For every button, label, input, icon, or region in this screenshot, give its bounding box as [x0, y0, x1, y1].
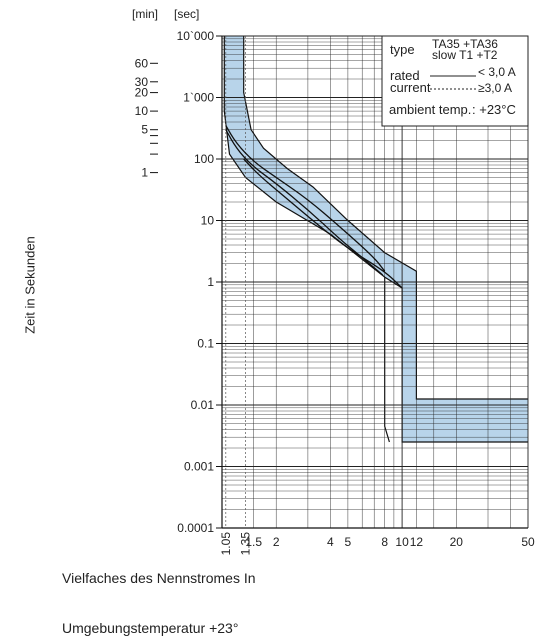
y-tick-label-sec: 0.0001	[177, 521, 214, 535]
y-tick-label-sec: 0.001	[184, 460, 214, 474]
y-tick-label-min: 5	[141, 123, 148, 137]
x-tick-label: 8	[381, 535, 388, 549]
x-tick-label: 2	[273, 535, 280, 549]
legend-ambient-label: ambient temp.	[389, 102, 471, 117]
x-axis: 1.05 1.351.5 2 4 5 8 10 12 20 50	[219, 532, 535, 556]
y-tick-label-min: 60	[135, 56, 149, 70]
trip-curves	[225, 125, 403, 289]
y-tick-label-min: 20	[135, 86, 149, 100]
legend-ambient-value: : +23°C	[472, 102, 516, 117]
legend-rated-value-dashed: ≥3,0 A	[478, 81, 512, 95]
x-tick-label: 12	[410, 535, 424, 549]
y-tick-label-min: 10	[135, 104, 149, 118]
y-tick-label-sec: 0.01	[191, 398, 215, 412]
y-tick-label-min: 1	[141, 166, 148, 180]
x-tick-label: 10	[395, 535, 409, 549]
trip-curve-1	[225, 129, 384, 276]
band-inner-edge	[384, 277, 390, 443]
legend-box	[381, 35, 529, 127]
legend: type TA35 +TA36 slow T1 +T2 rated curren…	[381, 35, 529, 127]
trip-curve-2	[225, 125, 386, 272]
y-tick-label-sec: 1	[207, 275, 214, 289]
ambient-temperature-note: Umgebungstemperatur +23°	[62, 620, 239, 636]
y-tick-label-sec: 1`000	[183, 91, 214, 105]
trip-curve-chart: 10`0001`0001001010.10.010.0010.000160302…	[132, 7, 535, 556]
y-tick-label-sec: 10	[201, 214, 215, 228]
y-unit-sec-label: [sec]	[174, 7, 199, 21]
tolerance-band-fill	[224, 36, 528, 442]
x-tick-label: 20	[450, 535, 464, 549]
legend-type-value-1: TA35 +TA36	[432, 37, 498, 51]
legend-type-value-2: slow T1 +T2	[432, 48, 498, 62]
x-tick-label: 1.05	[219, 532, 233, 556]
legend-rated-value-solid: < 3,0 A	[478, 65, 516, 79]
x-tick-label: 5	[345, 535, 352, 549]
legend-current-label: current	[390, 80, 431, 95]
y-tick-label-min: 30	[135, 75, 149, 89]
x-tick-label: 4	[327, 535, 334, 549]
legend-type-label: type	[390, 42, 415, 57]
x-tick-label: 1.35	[239, 532, 253, 556]
y-tick-label-sec: 10`000	[177, 29, 215, 43]
y-tick-label-sec: 0.1	[197, 337, 214, 351]
x-tick-label: 1.5	[245, 535, 262, 549]
trip-curve-3	[243, 158, 403, 289]
y-axis: 10`000 1`000 100 10 1 0.1 0.01 0.001 0.0001 60 302…	[135, 29, 222, 535]
y-unit-min-label: [min]	[132, 7, 158, 21]
y-tick-label-sec: 100	[194, 152, 214, 166]
x-axis-title: Vielfaches des Nennstromes In	[62, 570, 256, 586]
x-tick-label: 50	[521, 535, 535, 549]
legend-rated-label: rated	[390, 68, 420, 83]
y-axis-title-text: Zeit in Sekunden	[22, 236, 38, 334]
